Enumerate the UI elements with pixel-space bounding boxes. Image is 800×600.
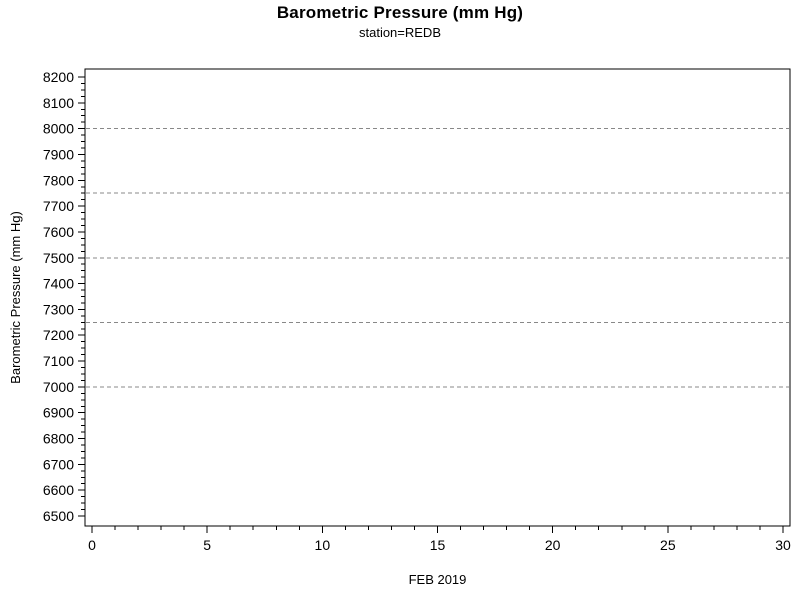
x-tick-label: 15	[430, 537, 446, 553]
chart-subtitle: station=REDB	[358, 25, 441, 40]
y-tick-label: 7700	[43, 198, 74, 214]
y-axis-title: Barometric Pressure (mm Hg)	[8, 211, 23, 384]
x-tick-label: 25	[660, 537, 676, 553]
x-axis-title: FEB 2019	[409, 572, 467, 587]
y-tick-label: 7600	[43, 224, 74, 240]
y-tick-label: 7400	[43, 276, 74, 292]
x-tick-label: 30	[775, 537, 791, 553]
y-tick-label: 7000	[43, 379, 74, 395]
y-tick-label: 8100	[43, 95, 74, 111]
y-tick-label: 7300	[43, 301, 74, 317]
y-tick-label: 6700	[43, 456, 74, 472]
y-tick-label: 7200	[43, 327, 74, 343]
y-tick-label: 6800	[43, 431, 74, 447]
y-tick-label: 7900	[43, 146, 74, 162]
y-tick-label: 7500	[43, 250, 74, 266]
y-tick-label: 6600	[43, 482, 74, 498]
y-tick-label: 7100	[43, 353, 74, 369]
y-tick-label: 8200	[43, 69, 74, 85]
y-tick-label: 6900	[43, 405, 74, 421]
plot-frame	[84, 68, 791, 527]
x-tick-label: 10	[315, 537, 331, 553]
x-tick-label: 5	[203, 537, 211, 553]
y-tick-label: 7800	[43, 172, 74, 188]
chart-title: Barometric Pressure (mm Hg)	[276, 3, 524, 22]
y-tick-label: 8000	[43, 121, 74, 137]
y-tick-label: 6500	[43, 508, 74, 524]
x-tick-label: 20	[545, 537, 561, 553]
x-tick-label: 0	[88, 537, 96, 553]
